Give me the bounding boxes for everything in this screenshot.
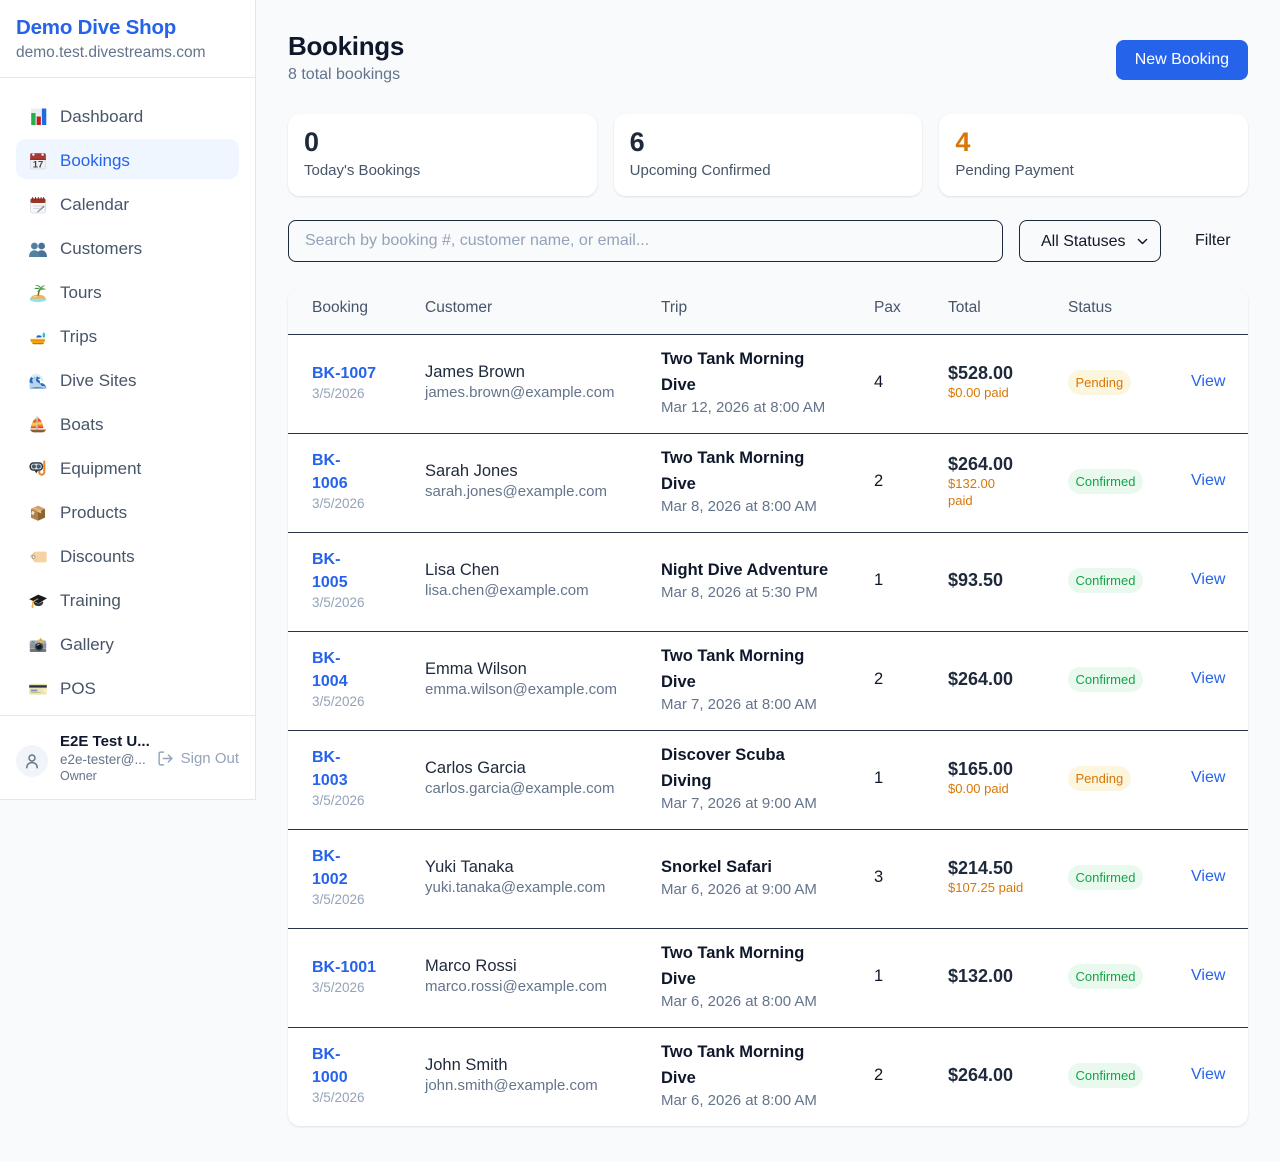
svg-text:17: 17 bbox=[33, 158, 43, 169]
